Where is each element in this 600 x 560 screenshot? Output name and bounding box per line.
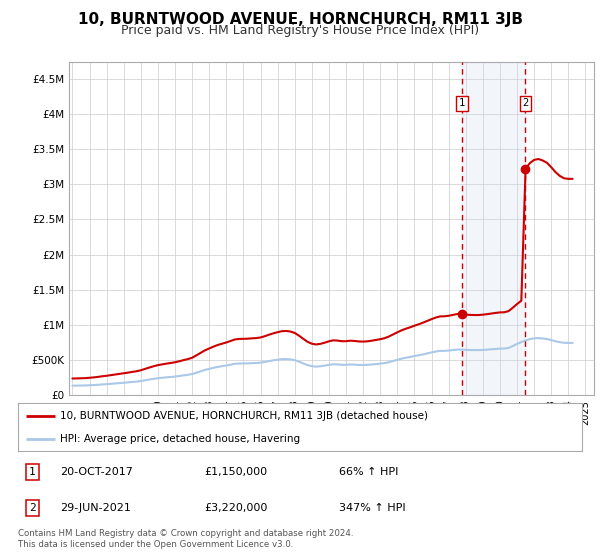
Text: Contains HM Land Registry data © Crown copyright and database right 2024.
This d: Contains HM Land Registry data © Crown c… — [18, 529, 353, 549]
Text: 10, BURNTWOOD AVENUE, HORNCHURCH, RM11 3JB (detached house): 10, BURNTWOOD AVENUE, HORNCHURCH, RM11 3… — [60, 411, 428, 421]
Bar — [462, 62, 526, 395]
Text: 2: 2 — [29, 503, 35, 513]
Text: 66% ↑ HPI: 66% ↑ HPI — [340, 467, 399, 477]
Text: HPI: Average price, detached house, Havering: HPI: Average price, detached house, Have… — [60, 434, 301, 444]
Text: 10, BURNTWOOD AVENUE, HORNCHURCH, RM11 3JB: 10, BURNTWOOD AVENUE, HORNCHURCH, RM11 3… — [77, 12, 523, 27]
Text: Price paid vs. HM Land Registry's House Price Index (HPI): Price paid vs. HM Land Registry's House … — [121, 24, 479, 36]
Text: 2: 2 — [523, 98, 529, 108]
Text: 29-JUN-2021: 29-JUN-2021 — [60, 503, 131, 513]
Text: 1: 1 — [459, 98, 465, 108]
Text: £3,220,000: £3,220,000 — [204, 503, 268, 513]
Text: 347% ↑ HPI: 347% ↑ HPI — [340, 503, 406, 513]
Text: £1,150,000: £1,150,000 — [204, 467, 267, 477]
Text: 1: 1 — [29, 467, 35, 477]
Text: 20-OCT-2017: 20-OCT-2017 — [60, 467, 133, 477]
